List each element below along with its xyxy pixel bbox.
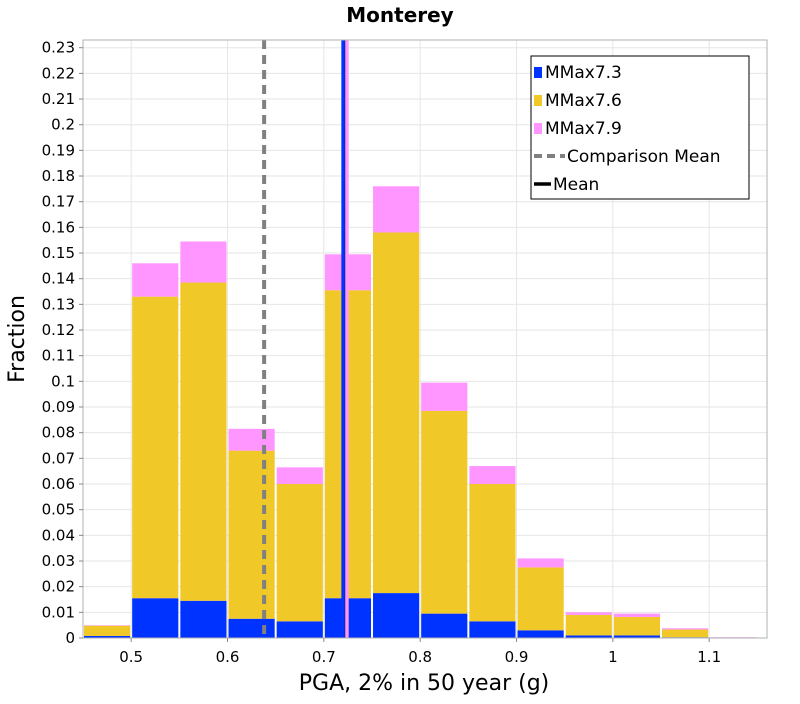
bar-segment — [229, 451, 275, 619]
y-tick-label: 0.12 — [42, 321, 75, 339]
bar-segment — [84, 625, 130, 626]
y-tick-label: 0 — [65, 629, 75, 647]
legend-swatch — [534, 123, 542, 134]
y-tick-label: 0.09 — [42, 398, 75, 416]
chart-title: Monterey — [346, 3, 453, 27]
y-tick-label: 0.18 — [42, 167, 75, 185]
bar-segment — [518, 567, 564, 630]
bar-segment — [373, 232, 419, 593]
y-tick-label: 0.02 — [42, 578, 75, 596]
bar-segment — [469, 484, 515, 621]
bar-segment — [421, 614, 467, 638]
bar-segment — [229, 429, 275, 451]
bar-segment — [662, 630, 708, 638]
x-tick-label: 0.9 — [505, 648, 529, 666]
y-tick-label: 0.2 — [51, 116, 75, 134]
bar-segment — [277, 621, 323, 638]
y-tick-label: 0.06 — [42, 475, 75, 493]
y-tick-label: 0.05 — [42, 501, 75, 519]
bar-segment — [566, 612, 612, 615]
bar-segment — [373, 593, 419, 638]
x-axis-label: PGA, 2% in 50 year (g) — [299, 671, 550, 696]
y-tick-label: 0.11 — [42, 347, 75, 365]
bar-segment — [421, 411, 467, 614]
bar-segment — [277, 467, 323, 484]
legend: MMax7.3 MMax7.6 MMax7.9 Comparison Mean Mean — [531, 56, 749, 199]
bar-segment — [132, 297, 178, 599]
bar-segment — [180, 601, 226, 638]
x-tick-label: 1 — [608, 648, 618, 666]
legend-swatch — [534, 95, 542, 106]
legend-swatch — [534, 67, 542, 78]
bar-segment — [373, 186, 419, 232]
y-tick-label: 0.1 — [51, 372, 75, 390]
bar-segment — [614, 617, 660, 635]
bar-segment — [469, 621, 515, 638]
bar-segment — [132, 598, 178, 638]
bar-segment — [518, 630, 564, 638]
legend-label: MMax7.6 — [545, 91, 622, 111]
y-axis-label: Fraction — [5, 295, 30, 383]
bar-segment — [566, 615, 612, 636]
y-tick-label: 0.17 — [42, 193, 75, 211]
bar-segment — [469, 466, 515, 484]
bar-segment — [614, 614, 660, 617]
legend-label: Mean — [553, 175, 599, 195]
y-tick-label: 0.16 — [42, 218, 75, 236]
y-tick-label: 0.22 — [42, 64, 75, 82]
bar-segment — [180, 283, 226, 601]
x-tick-label: 0.6 — [216, 648, 240, 666]
bar-segment — [132, 263, 178, 296]
y-tick-label: 0.07 — [42, 449, 75, 467]
y-tick-label: 0.23 — [42, 39, 75, 57]
bar-segment — [662, 628, 708, 629]
y-tick-label: 0.03 — [42, 552, 75, 570]
legend-label: Comparison Mean — [567, 147, 721, 167]
x-tick-label: 0.5 — [119, 648, 143, 666]
y-axis-ticks: 0 0.01 0.02 0.03 0.04 0.05 0.06 0.07 0.08 0.09 0.1… — [42, 39, 83, 647]
y-tick-label: 0.14 — [42, 270, 75, 288]
legend-label: MMax7.9 — [545, 119, 622, 139]
bar-segment — [518, 558, 564, 567]
bar-segment — [180, 241, 226, 282]
y-tick-label: 0.21 — [42, 90, 75, 108]
y-tick-label: 0.15 — [42, 244, 75, 262]
bar-segment — [277, 484, 323, 621]
y-tick-label: 0.04 — [42, 526, 75, 544]
x-tick-label: 1.1 — [697, 648, 721, 666]
bar-segment — [229, 619, 275, 638]
x-tick-label: 0.7 — [312, 648, 336, 666]
x-tick-label: 0.8 — [408, 648, 432, 666]
legend-label: MMax7.3 — [545, 63, 622, 83]
y-tick-label: 0.01 — [42, 603, 75, 621]
bar-segment — [84, 626, 130, 636]
x-axis-ticks: 0.5 0.6 0.7 0.8 0.9 1 1.1 — [119, 638, 721, 666]
y-tick-label: 0.19 — [42, 141, 75, 159]
bar-segment — [421, 383, 467, 411]
y-tick-label: 0.13 — [42, 295, 75, 313]
y-tick-label: 0.08 — [42, 424, 75, 442]
